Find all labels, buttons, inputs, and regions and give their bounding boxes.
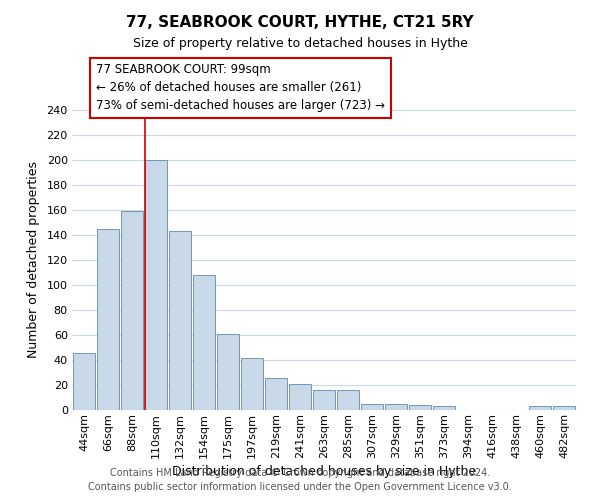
Text: 77, SEABROOK COURT, HYTHE, CT21 5RY: 77, SEABROOK COURT, HYTHE, CT21 5RY — [126, 15, 474, 30]
Bar — [97, 229, 119, 410]
Bar — [529, 406, 551, 410]
Y-axis label: Number of detached properties: Number of detached properties — [26, 162, 40, 358]
Bar — [193, 275, 215, 410]
Bar — [433, 406, 455, 410]
Text: 77 SEABROOK COURT: 99sqm
← 26% of detached houses are smaller (261)
73% of semi-: 77 SEABROOK COURT: 99sqm ← 26% of detach… — [96, 64, 385, 112]
Bar — [73, 352, 95, 410]
X-axis label: Distribution of detached houses by size in Hythe: Distribution of detached houses by size … — [172, 465, 476, 478]
Bar — [217, 334, 239, 410]
Bar — [121, 211, 143, 410]
Bar — [337, 390, 359, 410]
Text: Size of property relative to detached houses in Hythe: Size of property relative to detached ho… — [133, 38, 467, 51]
Bar — [145, 160, 167, 410]
Bar — [553, 406, 575, 410]
Text: Contains HM Land Registry data © Crown copyright and database right 2024.: Contains HM Land Registry data © Crown c… — [110, 468, 490, 477]
Bar — [385, 404, 407, 410]
Bar — [169, 231, 191, 410]
Bar — [361, 404, 383, 410]
Bar — [313, 390, 335, 410]
Text: Contains public sector information licensed under the Open Government Licence v3: Contains public sector information licen… — [88, 482, 512, 492]
Bar — [289, 384, 311, 410]
Bar — [241, 358, 263, 410]
Bar — [409, 405, 431, 410]
Bar — [265, 378, 287, 410]
